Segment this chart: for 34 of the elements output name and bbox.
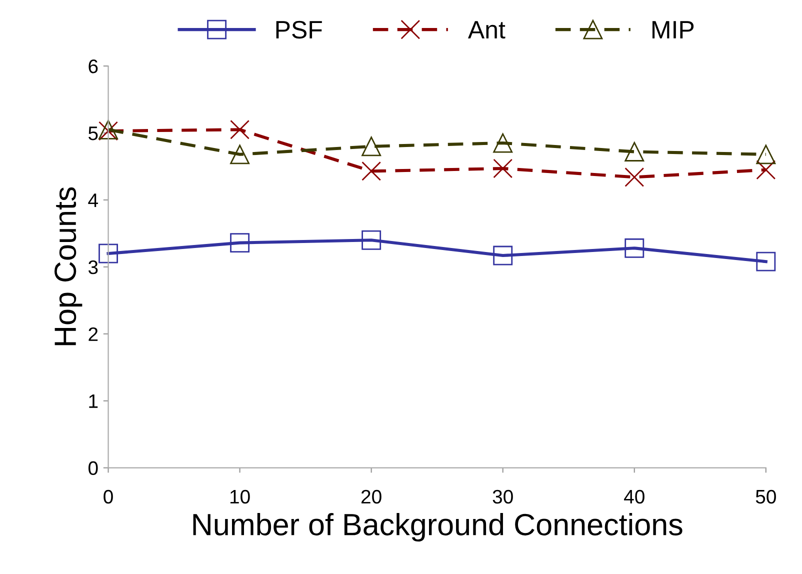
y-tick-label: 5 bbox=[88, 126, 98, 140]
y-axis-title: Hop Counts bbox=[54, 187, 82, 346]
point bbox=[362, 230, 382, 250]
point bbox=[624, 142, 644, 162]
point bbox=[624, 167, 644, 187]
x-tick-label: 10 bbox=[230, 490, 250, 504]
legend-label: MIP bbox=[652, 21, 694, 38]
x-tick-label: 50 bbox=[756, 490, 776, 504]
x-axis-title: Number of Background Connections bbox=[193, 513, 682, 542]
point bbox=[756, 144, 776, 164]
y-tick-label: 2 bbox=[88, 327, 98, 341]
x-tick-label: 20 bbox=[361, 490, 382, 504]
y-tick-label: 6 bbox=[88, 59, 98, 74]
point bbox=[756, 252, 776, 272]
x-tick-label: 0 bbox=[104, 490, 113, 504]
point bbox=[362, 136, 382, 156]
point bbox=[493, 133, 513, 153]
point bbox=[98, 244, 118, 264]
y-tick-label: 3 bbox=[88, 260, 98, 274]
point bbox=[624, 238, 644, 258]
point bbox=[230, 144, 250, 164]
point bbox=[230, 120, 250, 140]
legend-label: Ant bbox=[468, 21, 506, 39]
legend-label: PSF bbox=[276, 20, 322, 39]
y-tick-label: 1 bbox=[89, 394, 98, 408]
point bbox=[230, 233, 250, 253]
y-tick-label: 4 bbox=[88, 194, 98, 207]
x-tick-label: 30 bbox=[492, 490, 513, 504]
point bbox=[756, 160, 776, 180]
y-tick-label: 0 bbox=[88, 461, 98, 476]
point bbox=[362, 161, 382, 181]
x-tick-label: 40 bbox=[624, 490, 644, 504]
point bbox=[493, 158, 513, 178]
point bbox=[493, 246, 513, 266]
